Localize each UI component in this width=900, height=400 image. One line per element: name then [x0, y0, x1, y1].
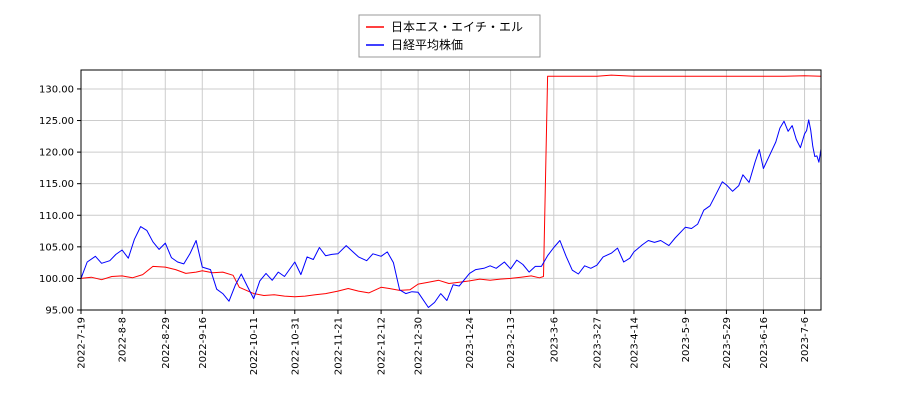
legend: 日本エス・エイチ・エル 日経平均株価 [358, 14, 541, 58]
x-tick-label: 2022-10-31 [290, 317, 301, 375]
x-tick-label: 2023-6-16 [759, 317, 770, 369]
series-line-2 [80, 119, 822, 308]
x-tick-label: 2022-12-30 [414, 317, 425, 375]
legend-box [358, 14, 541, 58]
y-axis: 95.00 100.00 105.00 110.00 115.00 120.00 125.0… [39, 84, 81, 317]
x-tick-label: 2023-2-13 [506, 317, 517, 369]
y-tick-label: 125.00 [39, 116, 74, 127]
x-tick-label: 2022-7-19 [77, 317, 88, 369]
legend-label-series-2: 日経平均株価 [391, 37, 463, 52]
x-tick-label: 2023-3-6 [549, 317, 560, 362]
y-tick-label: 115.00 [39, 179, 74, 190]
x-tick-label: 2022-9-16 [198, 317, 209, 369]
y-tick-label: 95.00 [45, 306, 74, 317]
y-tick-label: 130.00 [39, 84, 74, 95]
legend-label-series-1: 日本エス・エイチ・エル [391, 20, 523, 34]
x-axis: 2022-7-19 2022-8-8 2022-8-29 2022-9-16 2022-… [77, 310, 811, 375]
plot-frame [80, 69, 822, 311]
x-tick-label: 2022-8-29 [161, 317, 172, 369]
x-tick-label: 2022-11-21 [333, 317, 344, 375]
y-tick-label: 105.00 [39, 242, 74, 253]
x-tick-label: 2023-1-24 [465, 317, 476, 369]
y-tick-label: 110.00 [39, 211, 74, 222]
x-tick-label: 2023-7-6 [800, 317, 811, 362]
x-tick-label: 2023-4-14 [629, 317, 640, 369]
x-tick-label: 2022-12-12 [377, 317, 388, 375]
x-tick-label: 2023-3-27 [592, 317, 603, 369]
y-tick-label: 100.00 [39, 274, 74, 285]
x-tick-label: 2022-10-11 [249, 317, 260, 375]
x-tick-label: 2023-5-9 [681, 317, 692, 362]
x-tick-label: 2023-5-29 [722, 317, 733, 369]
series-layer [80, 74, 822, 308]
x-tick-label: 2022-8-8 [118, 317, 129, 362]
y-tick-label: 120.00 [39, 148, 74, 159]
series-line-1 [80, 74, 822, 298]
